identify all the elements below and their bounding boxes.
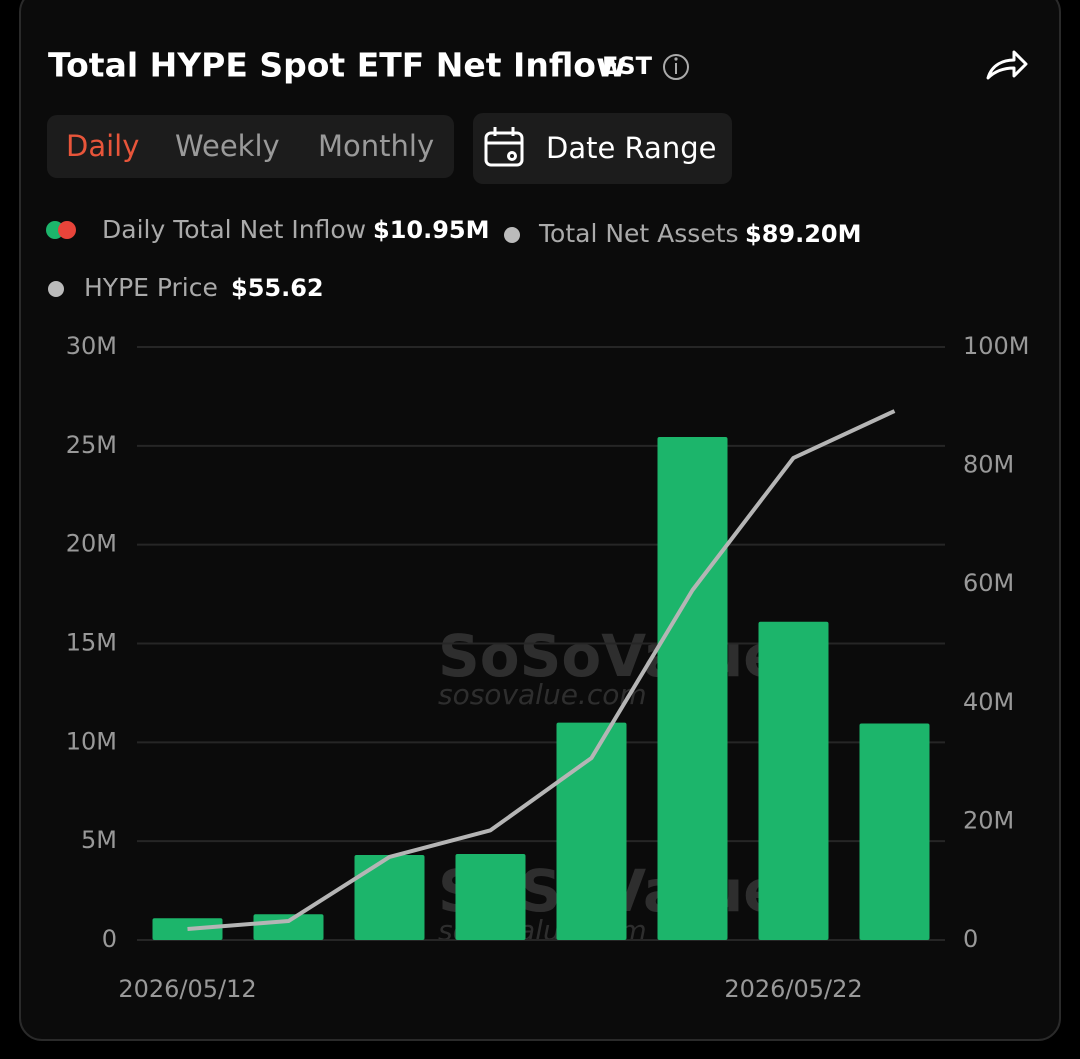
share-icon[interactable] bbox=[986, 50, 1028, 80]
bar bbox=[253, 914, 324, 940]
y2-tick-label: 80M bbox=[963, 451, 1014, 479]
bar bbox=[657, 436, 728, 940]
bar bbox=[152, 918, 223, 940]
timezone[interactable]: EST bbox=[602, 52, 653, 80]
date-range-button[interactable] bbox=[473, 113, 732, 184]
date-range-label[interactable]: Date Range bbox=[546, 131, 716, 165]
legend-label: Daily Total Net Inflow bbox=[102, 215, 366, 244]
watermark-url: sosovalue.com bbox=[438, 678, 647, 711]
y-tick-label: 5M bbox=[81, 826, 117, 854]
tab-monthly[interactable]: Monthly bbox=[318, 129, 434, 163]
x-tick-label: 2026/05/22 bbox=[724, 975, 862, 1003]
bar bbox=[455, 854, 526, 940]
bar bbox=[556, 722, 627, 940]
info-icon[interactable] bbox=[663, 54, 689, 80]
tab-group bbox=[47, 115, 454, 178]
y2-tick-label: 20M bbox=[963, 806, 1014, 834]
title: Total HYPE Spot ETF Net Inflow bbox=[48, 46, 626, 85]
tab-weekly[interactable]: Weekly bbox=[175, 129, 280, 163]
y2-tick-label: 100M bbox=[963, 332, 1030, 360]
y2-tick-label: 40M bbox=[963, 688, 1014, 716]
x-tick-label: 2026/05/12 bbox=[118, 975, 256, 1003]
legend-value: $10.95M bbox=[373, 216, 490, 244]
legend: Daily Total Net Inflow $10.95M Total Net… bbox=[46, 215, 862, 302]
y-tick-label: 25M bbox=[66, 431, 117, 459]
legend-value: $55.62 bbox=[231, 274, 324, 302]
y-tick-label: 30M bbox=[66, 332, 117, 360]
legend-value: $89.20M bbox=[745, 220, 862, 248]
line bbox=[187, 409, 896, 932]
y-tick-label: 15M bbox=[66, 629, 117, 657]
bar bbox=[354, 855, 425, 940]
bar bbox=[859, 723, 930, 940]
calendar-icon bbox=[484, 127, 524, 167]
y2-tick-label: 0 bbox=[963, 925, 978, 953]
y-tick-label: 0 bbox=[102, 925, 117, 953]
legend-label: Total Net Assets bbox=[538, 219, 739, 248]
y2-tick-label: 60M bbox=[963, 569, 1014, 597]
legend-label: HYPE Price bbox=[84, 273, 218, 302]
y-tick-label: 20M bbox=[66, 530, 117, 558]
y-tick-label: 10M bbox=[66, 727, 117, 755]
bar bbox=[758, 621, 829, 940]
tab-daily[interactable]: Daily bbox=[66, 129, 139, 163]
